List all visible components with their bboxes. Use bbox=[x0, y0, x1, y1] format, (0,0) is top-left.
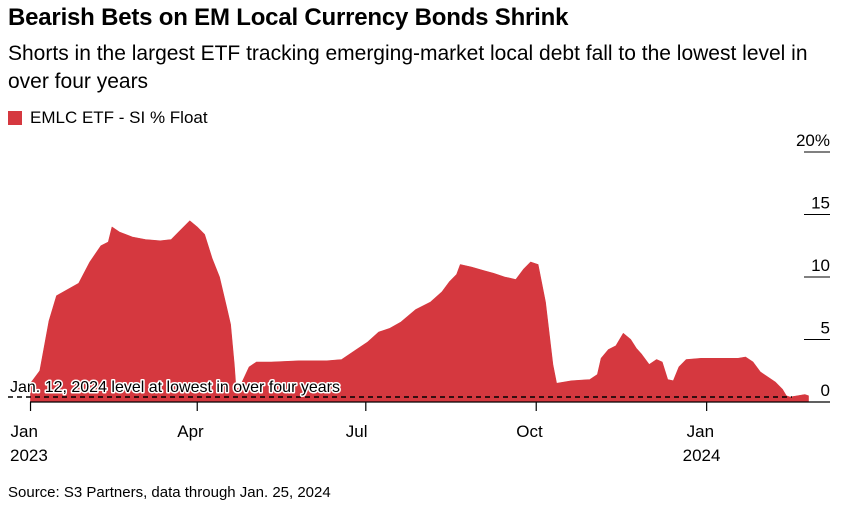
y-tick-label: 15 bbox=[811, 194, 830, 213]
y-gridlines bbox=[804, 151, 830, 340]
chart-subtitle: Shorts in the largest ETF tracking emerg… bbox=[8, 42, 808, 93]
y-tick-label: 20% bbox=[796, 131, 830, 150]
series-layer bbox=[30, 220, 809, 403]
x-tick-label: Jan bbox=[11, 422, 38, 441]
x-tick-label: Oct bbox=[516, 422, 543, 441]
y-tick-label: 5 bbox=[821, 319, 830, 338]
axes: 20% 15 10 5 0 Jan 2023 Apr Jul Oct Jan 2024 bbox=[10, 131, 830, 465]
x-tick-label: Apr bbox=[177, 422, 204, 441]
x-tick-label: Jul bbox=[346, 422, 368, 441]
x-tick-label: Jan bbox=[687, 422, 714, 441]
annotation-layer: Jan. 12, 2024 level at lowest in over fo… bbox=[8, 378, 792, 398]
y-tick-label: 10 bbox=[811, 256, 830, 275]
legend-swatch bbox=[8, 111, 22, 125]
x-tick-sublabel: 2023 bbox=[10, 446, 48, 465]
y-tick-label: 0 bbox=[821, 381, 830, 400]
x-tick-sublabel: 2024 bbox=[683, 446, 721, 465]
chart-title: Bearish Bets on EM Local Currency Bonds … bbox=[8, 4, 569, 31]
reference-annotation: Jan. 12, 2024 level at lowest in over fo… bbox=[10, 379, 340, 396]
source-note: Source: S3 Partners, data through Jan. 2… bbox=[8, 484, 331, 501]
legend-label: EMLC ETF - SI % Float bbox=[30, 108, 208, 127]
legend: EMLC ETF - SI % Float bbox=[8, 108, 208, 128]
series-area bbox=[30, 220, 809, 403]
